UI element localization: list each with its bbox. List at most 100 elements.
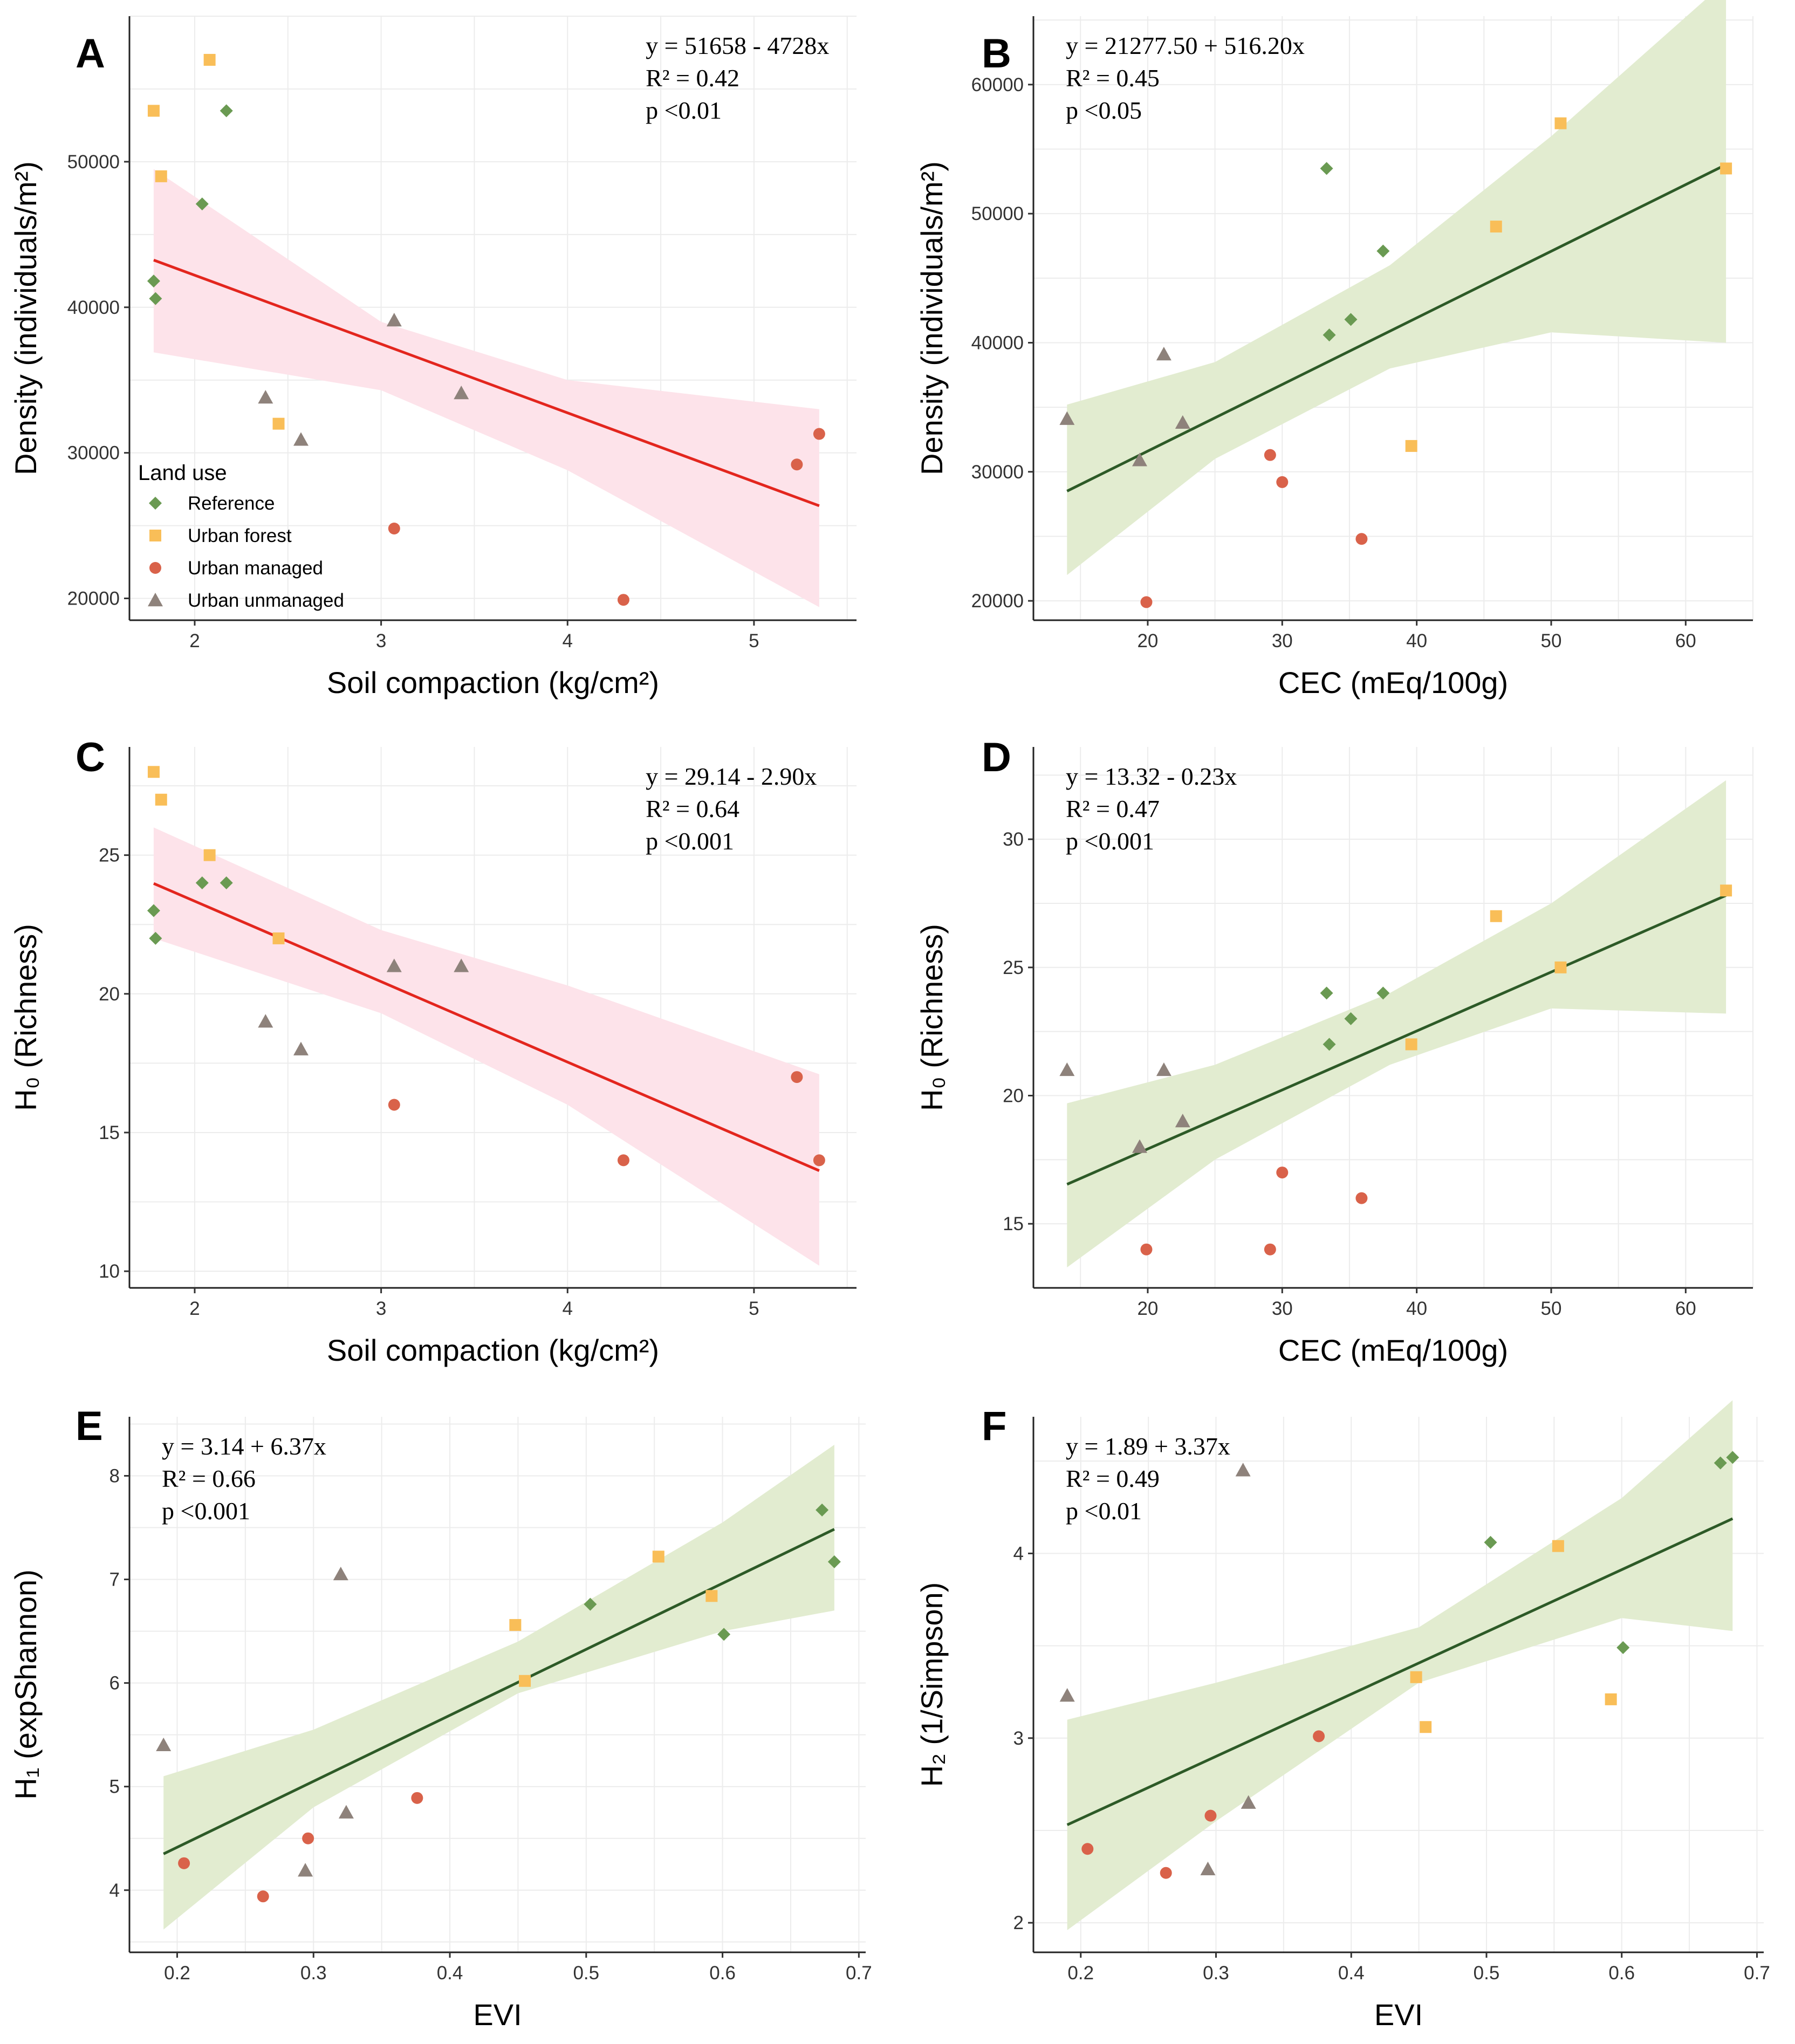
x-tick-label: 3 <box>376 630 386 651</box>
panel-letter: F <box>982 1403 1006 1449</box>
y-tick-label: 3 <box>1013 1728 1024 1749</box>
point-urban-unmanaged <box>293 432 309 446</box>
regression-line <box>153 258 820 507</box>
confidence-band <box>1067 780 1727 1267</box>
point-reference <box>717 1628 731 1641</box>
regression-line <box>163 1528 835 1855</box>
data-points <box>1059 117 1732 608</box>
regression-stat: y = 1.89 + 3.37x <box>1066 1432 1230 1460</box>
x-tick-label: 0.2 <box>1067 1963 1094 1984</box>
point-urban-forest <box>203 53 216 66</box>
x-tick-label: 30 <box>1272 1298 1293 1319</box>
panel-letter: B <box>982 31 1011 77</box>
point-urban-managed <box>813 1154 825 1167</box>
point-urban-managed <box>791 458 803 471</box>
point-urban-managed <box>1355 533 1368 545</box>
point-urban-forest <box>1720 162 1732 175</box>
regression-stat: y = 21277.50 + 516.20x <box>1066 32 1305 59</box>
panel-letter: A <box>76 31 105 77</box>
point-urban-forest <box>1410 1671 1422 1683</box>
point-urban-forest <box>203 849 216 861</box>
y-tick-label: 15 <box>1003 1213 1024 1234</box>
y-tick-label: 60000 <box>971 74 1024 95</box>
gridlines <box>1033 1417 1764 1952</box>
x-tick-label: 5 <box>749 630 759 651</box>
x-tick-label: 0.4 <box>1338 1963 1365 1984</box>
x-tick-label: 0.2 <box>164 1963 190 1984</box>
confidence-band <box>1067 1400 1733 1930</box>
x-tick-label: 2 <box>189 630 200 651</box>
point-reference <box>1484 1535 1497 1549</box>
point-urban-managed <box>411 1792 423 1804</box>
point-urban-forest <box>155 170 167 182</box>
y-axis-title: H₀ (Richness) <box>915 924 949 1111</box>
x-tick-label: 50 <box>1541 1298 1562 1319</box>
x-tick-label: 0.6 <box>1608 1963 1635 1984</box>
regression-stat: R² = 0.49 <box>1066 1465 1160 1492</box>
x-axis-title: CEC (mEq/100g) <box>1278 1333 1508 1367</box>
y-tick-label: 6 <box>109 1673 120 1694</box>
point-reference <box>1714 1456 1727 1470</box>
point-reference <box>195 197 209 211</box>
point-urban-managed <box>1081 1843 1094 1855</box>
point-urban-unmanaged <box>1175 1114 1190 1128</box>
point-reference <box>1376 244 1390 258</box>
y-tick-label: 4 <box>1013 1543 1024 1564</box>
point-urban-unmanaged <box>1059 411 1075 425</box>
y-tick-label: 2 <box>1013 1912 1024 1933</box>
legend-reference-label: Reference <box>188 493 275 514</box>
point-urban-forest <box>1554 117 1567 129</box>
regression-line <box>1066 894 1727 1186</box>
regression-line <box>1066 163 1727 492</box>
regression-stat: p <0.01 <box>646 97 722 124</box>
point-urban-forest <box>155 793 167 806</box>
y-tick-label: 20000 <box>67 588 120 609</box>
point-urban-managed <box>1160 1867 1172 1879</box>
y-axis-title: Density (individuals/m²) <box>915 161 949 475</box>
x-tick-label: 30 <box>1272 630 1293 651</box>
confidence-band <box>1067 0 1727 575</box>
legend-urban-managed-label: Urban managed <box>188 558 323 579</box>
confidence-band <box>163 1444 834 1930</box>
legend-title: Land use <box>138 461 227 485</box>
confidence-band <box>153 169 819 607</box>
point-urban-unmanaged <box>1156 347 1171 361</box>
y-tick-label: 50000 <box>971 203 1024 224</box>
point-urban-unmanaged <box>1235 1463 1251 1477</box>
point-reference <box>149 292 162 305</box>
x-tick-label: 60 <box>1675 630 1696 651</box>
regression-stat: y = 3.14 + 6.37x <box>162 1432 326 1460</box>
x-tick-label: 0.3 <box>1203 1963 1229 1984</box>
point-urban-forest <box>1605 1693 1617 1705</box>
regression-line <box>153 882 820 1172</box>
y-tick-label: 5 <box>109 1777 120 1798</box>
data-points <box>147 53 825 606</box>
y-tick-label: 30 <box>1003 829 1024 850</box>
point-reference <box>1323 1038 1336 1051</box>
x-tick-label: 20 <box>1137 1298 1158 1319</box>
point-urban-managed <box>178 1857 190 1869</box>
x-axis-title: EVI <box>473 1998 522 2032</box>
point-urban-managed <box>1276 476 1289 488</box>
legend-urban-unmanaged-marker <box>148 593 163 607</box>
x-axis-title: Soil compaction (kg/cm²) <box>327 1333 659 1367</box>
point-reference <box>147 275 160 288</box>
regression-stat: p <0.001 <box>646 827 734 855</box>
point-urban-managed <box>388 522 400 534</box>
regression-stat: y = 51658 - 4728x <box>646 32 829 59</box>
y-tick-label: 30000 <box>67 443 120 464</box>
x-tick-label: 3 <box>376 1298 386 1319</box>
panel-a: 2 3 4 5 20000 30000 40000 50000 Soil compaction … <box>9 16 857 699</box>
point-reference <box>195 876 209 890</box>
point-urban-forest <box>1720 884 1732 897</box>
y-axis-title: H₂ (1/Simpson) <box>915 1582 949 1787</box>
regression-line <box>1066 1517 1734 1826</box>
x-tick-label: 0.3 <box>300 1963 327 1984</box>
point-reference <box>1726 1451 1739 1464</box>
point-urban-managed <box>1264 449 1276 461</box>
point-urban-forest <box>519 1675 531 1687</box>
point-urban-unmanaged <box>454 958 469 972</box>
legend-urban-unmanaged-label: Urban unmanaged <box>188 590 344 611</box>
point-reference <box>149 931 162 945</box>
point-urban-unmanaged <box>298 1863 313 1877</box>
